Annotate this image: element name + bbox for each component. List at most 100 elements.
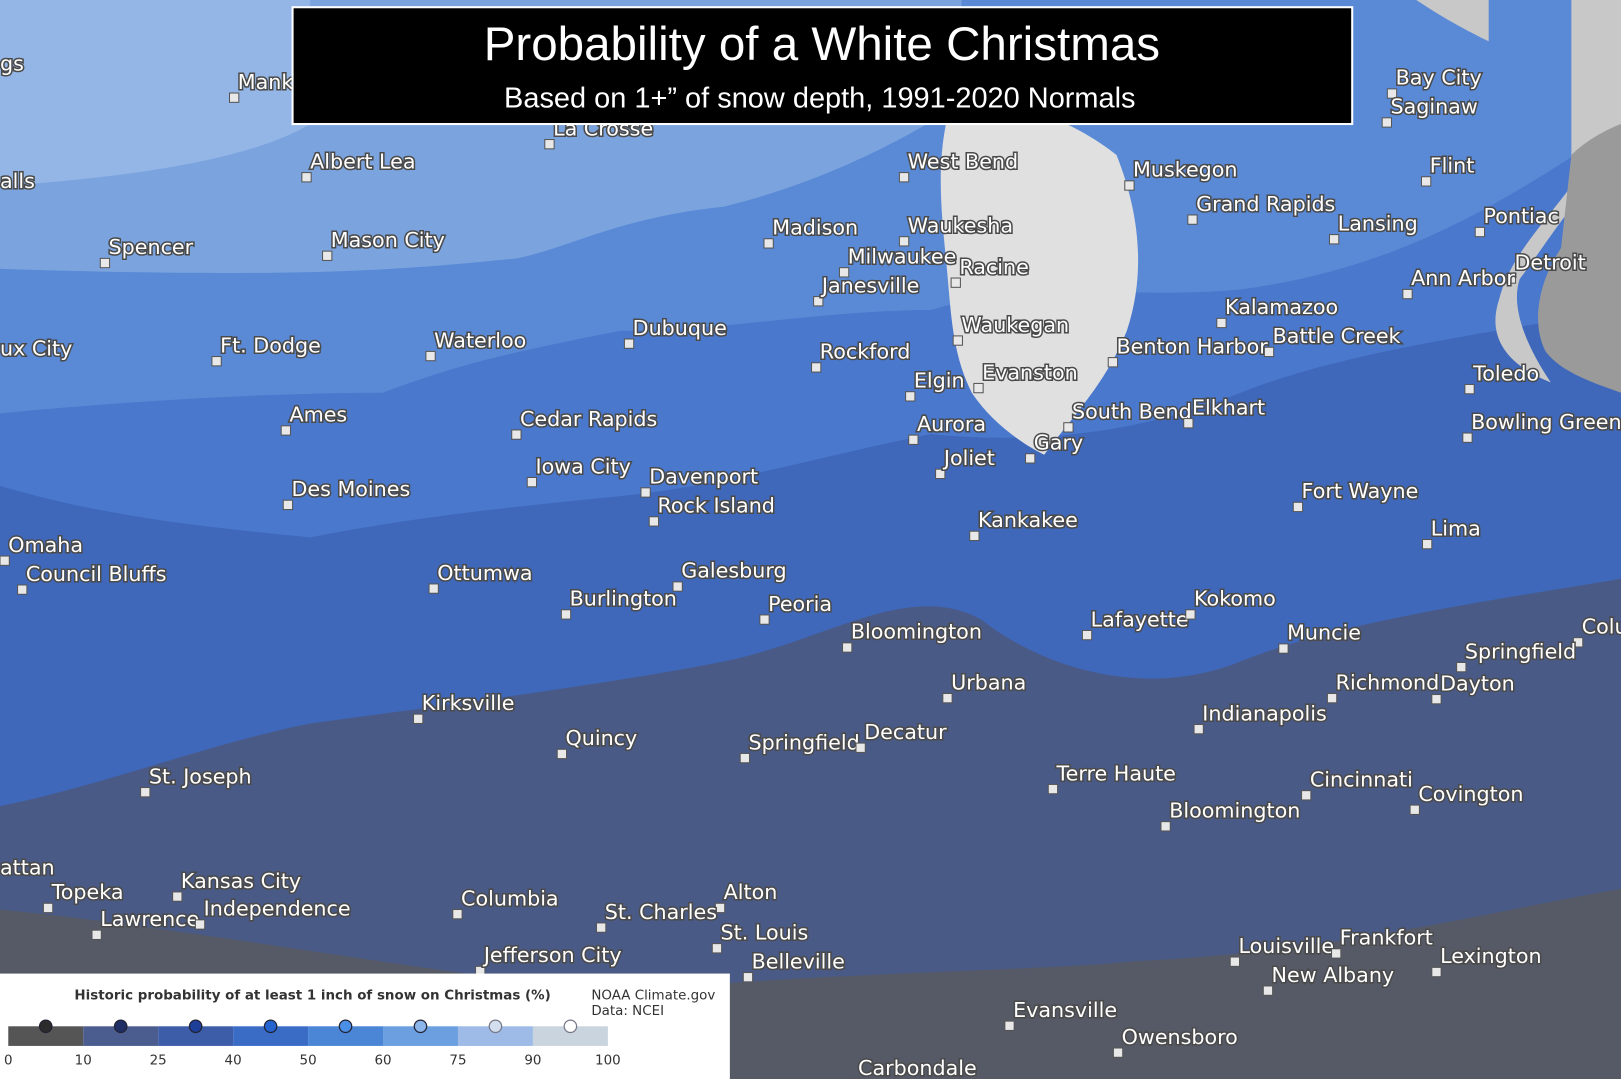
city-marker bbox=[763, 238, 774, 249]
city-label: Lexington bbox=[1440, 944, 1542, 968]
city-label: Dubuque bbox=[633, 316, 727, 340]
city-label: Mason City bbox=[331, 228, 445, 252]
city-label: Jefferson City bbox=[482, 943, 622, 967]
city-label: Albert Lea bbox=[310, 149, 415, 173]
city-label: Colu bbox=[1582, 615, 1621, 639]
city-marker bbox=[428, 583, 439, 594]
city-label: West Bend bbox=[908, 149, 1018, 173]
city-marker bbox=[1456, 661, 1467, 673]
city-marker bbox=[1301, 790, 1312, 801]
city-label: St. Joseph bbox=[149, 764, 252, 788]
city-label: Evansville bbox=[1013, 998, 1117, 1022]
city-marker bbox=[973, 382, 984, 394]
city-marker bbox=[842, 642, 853, 653]
city-label: Spencer bbox=[109, 235, 194, 259]
city-label: Indianapolis bbox=[1202, 701, 1326, 725]
city-marker bbox=[813, 296, 824, 307]
city-label: Gary bbox=[1034, 431, 1083, 455]
city-label: Terre Haute bbox=[1056, 761, 1176, 785]
city-label: Rockford bbox=[820, 340, 911, 364]
city-marker bbox=[99, 257, 111, 269]
city-marker bbox=[282, 499, 294, 511]
city-label: Quincy bbox=[565, 726, 637, 750]
city-marker bbox=[1262, 985, 1274, 996]
city-label: Ft. Dodge bbox=[220, 333, 321, 357]
city-label: Covington bbox=[1418, 782, 1523, 806]
city-marker bbox=[1462, 432, 1473, 443]
city-marker bbox=[1474, 226, 1486, 238]
city-label: Bowling Green bbox=[1471, 410, 1621, 434]
legend-swatch bbox=[457, 1026, 533, 1046]
city-marker bbox=[511, 429, 522, 440]
city-marker bbox=[17, 584, 28, 595]
city-marker bbox=[413, 713, 424, 724]
legend-data-source: Data: NCEI bbox=[591, 1004, 664, 1019]
city-marker bbox=[526, 476, 538, 488]
city-label: Elgin bbox=[914, 369, 965, 393]
city-marker bbox=[908, 434, 919, 445]
legend-dot bbox=[563, 1019, 578, 1034]
city-label: Madison bbox=[772, 216, 858, 240]
city-marker bbox=[301, 172, 312, 183]
city-marker bbox=[838, 267, 850, 278]
city-marker bbox=[595, 922, 607, 933]
city-marker bbox=[1112, 1047, 1124, 1058]
city-label: Kalamazoo bbox=[1225, 295, 1338, 319]
city-label: Kokomo bbox=[1194, 587, 1276, 611]
city-label: Richmond bbox=[1336, 670, 1440, 694]
city-marker bbox=[452, 908, 463, 920]
city-marker bbox=[1572, 637, 1584, 648]
land-outside bbox=[1538, 124, 1621, 393]
city-marker bbox=[969, 530, 980, 542]
legend-tick-label: 25 bbox=[150, 1054, 167, 1069]
city-marker bbox=[1216, 317, 1227, 329]
city-label: Carbondale bbox=[858, 1056, 977, 1079]
city-label: Joliet bbox=[942, 446, 995, 470]
city-label: ux City bbox=[0, 337, 72, 361]
city-marker bbox=[952, 335, 963, 346]
city-marker bbox=[1187, 214, 1198, 225]
city-marker bbox=[280, 425, 292, 436]
city-label: alls bbox=[0, 169, 35, 193]
city-marker bbox=[556, 748, 568, 760]
legend-tick-label: 90 bbox=[524, 1054, 541, 1069]
city-label: Cincinnati bbox=[1310, 768, 1413, 792]
city-marker bbox=[91, 929, 102, 940]
city-label: Kankakee bbox=[978, 508, 1078, 532]
city-marker bbox=[172, 891, 183, 902]
city-label: New Albany bbox=[1272, 963, 1395, 987]
city-label: Saginaw bbox=[1390, 95, 1477, 119]
city-label: Muncie bbox=[1287, 621, 1361, 645]
legend-tick-label: 75 bbox=[449, 1054, 466, 1069]
city-label: Toledo bbox=[1472, 361, 1539, 385]
city-marker bbox=[194, 919, 206, 930]
legend-tick-label: 100 bbox=[595, 1054, 621, 1069]
city-label: Muskegon bbox=[1133, 158, 1237, 182]
city-marker bbox=[1047, 783, 1059, 795]
city-marker bbox=[1160, 821, 1171, 832]
city-label: Lima bbox=[1431, 516, 1481, 540]
city-label: Detroit bbox=[1515, 251, 1586, 275]
city-label: Lansing bbox=[1338, 211, 1418, 235]
city-label: Elkhart bbox=[1192, 395, 1265, 419]
city-label: Bloomington bbox=[1169, 799, 1300, 823]
city-label: Grand Rapids bbox=[1196, 192, 1335, 216]
city-label: Kansas City bbox=[181, 869, 301, 893]
city-marker bbox=[950, 277, 961, 288]
legend-tick-label: 10 bbox=[75, 1054, 92, 1069]
city-marker bbox=[811, 362, 822, 373]
city-label: Flint bbox=[1430, 154, 1475, 178]
legend-swatch bbox=[383, 1026, 458, 1046]
city-label: Aurora bbox=[917, 412, 986, 436]
city-label: Lafayette bbox=[1091, 607, 1189, 631]
city-marker bbox=[1402, 288, 1413, 300]
city-label: Alton bbox=[724, 880, 778, 904]
city-marker bbox=[1464, 383, 1475, 395]
city-marker bbox=[425, 350, 436, 362]
city-label: Dayton bbox=[1440, 671, 1515, 695]
city-label: Davenport bbox=[649, 465, 758, 489]
city-marker bbox=[1381, 117, 1393, 128]
legend: Historic probability of at least 1 inch … bbox=[0, 973, 730, 1079]
city-label: St. Charles bbox=[605, 900, 717, 924]
